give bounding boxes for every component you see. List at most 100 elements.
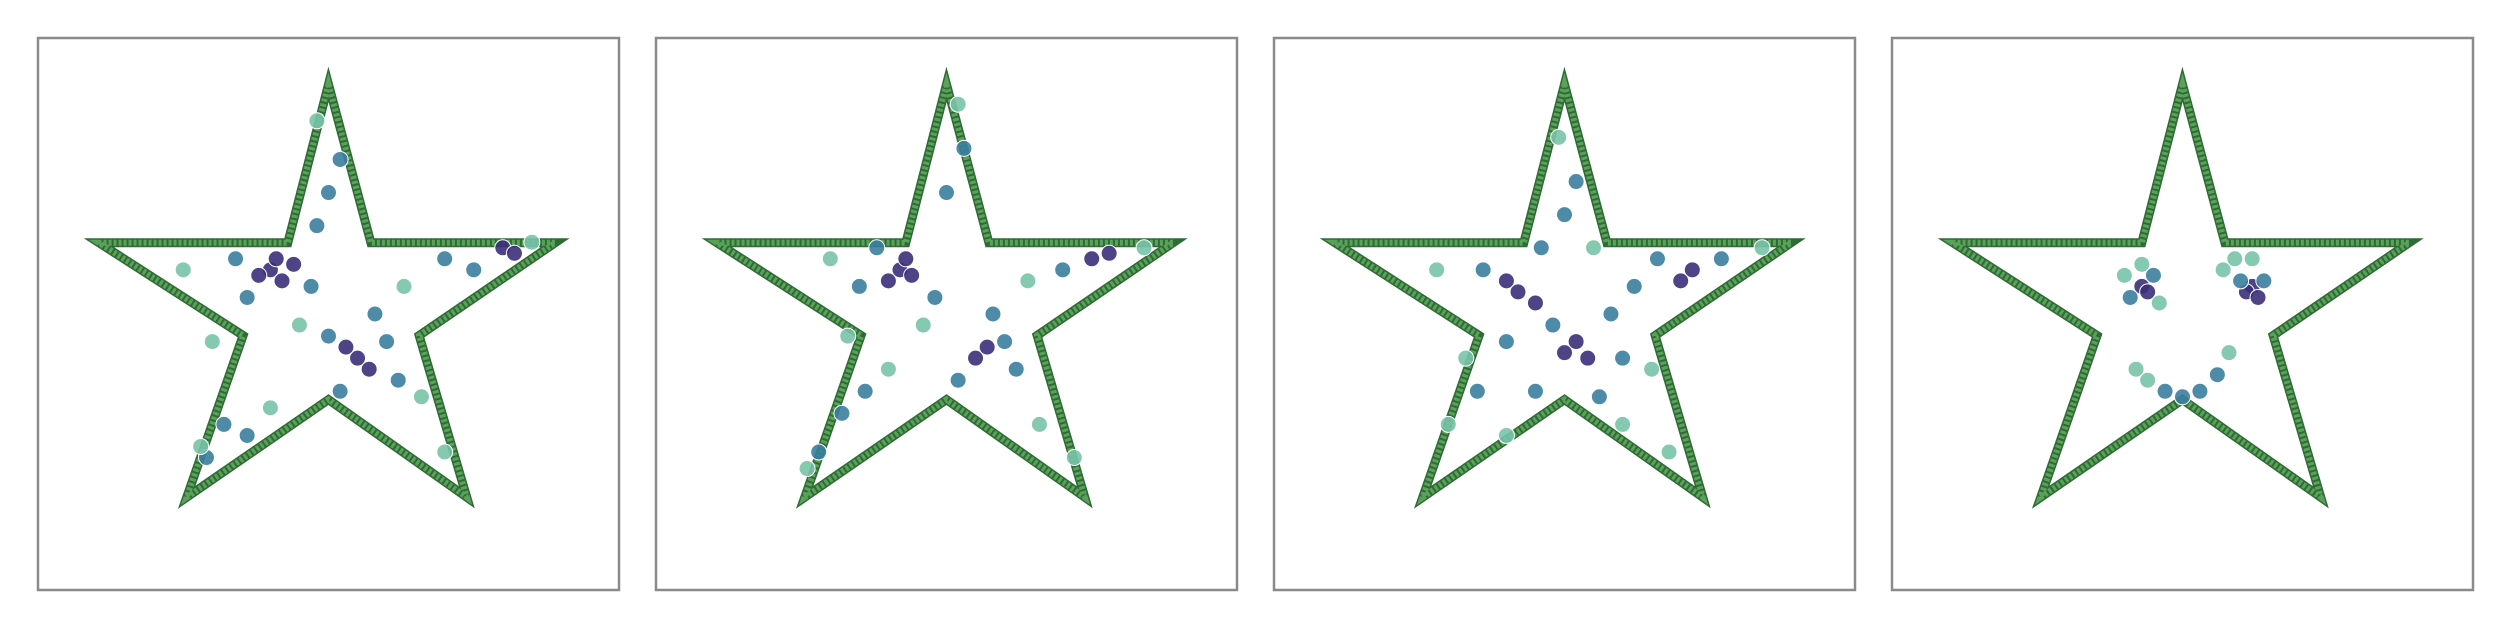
point (914, 316, 932, 334)
point (227, 250, 245, 268)
point (174, 261, 192, 279)
point (949, 95, 967, 113)
point (1135, 239, 1153, 257)
point (2144, 266, 2162, 284)
point (1556, 206, 1573, 224)
point (938, 184, 955, 202)
point (1100, 244, 1118, 262)
point (1614, 415, 1632, 433)
point (978, 338, 996, 356)
star-outline-inner (88, 72, 565, 505)
point (1428, 261, 1446, 279)
point (2249, 288, 2267, 306)
point (2220, 344, 2238, 362)
panel-frame (654, 36, 1239, 592)
point (856, 382, 874, 400)
point (192, 437, 210, 455)
point (1660, 443, 1678, 461)
point (897, 250, 915, 268)
point (2191, 382, 2209, 400)
point (2139, 283, 2157, 301)
point (1579, 349, 1597, 367)
point (1526, 294, 1544, 312)
point (395, 277, 413, 295)
point (1556, 344, 1573, 362)
point (821, 250, 839, 268)
point (1567, 173, 1585, 191)
point (215, 415, 233, 433)
point (331, 382, 349, 400)
point (2127, 360, 2145, 378)
point (2133, 255, 2151, 273)
point (505, 244, 523, 262)
point (903, 266, 921, 284)
point (436, 250, 454, 268)
point (1457, 349, 1475, 367)
panel-frame (1890, 36, 2475, 592)
point (1497, 426, 1515, 444)
point (337, 338, 355, 356)
point (1065, 449, 1083, 467)
point (285, 255, 303, 273)
point (1019, 272, 1037, 290)
point (1753, 239, 1771, 257)
point (331, 150, 349, 168)
star-outline-inner (1324, 72, 1801, 505)
point (1439, 415, 1457, 433)
point (1683, 261, 1701, 279)
point (360, 360, 378, 378)
point (868, 239, 886, 257)
point (1614, 349, 1632, 367)
point (955, 139, 973, 157)
point (810, 443, 828, 461)
point (2139, 371, 2157, 389)
point (1643, 360, 1661, 378)
point (2121, 288, 2139, 306)
point (1590, 388, 1608, 406)
point (833, 404, 851, 422)
point (238, 288, 256, 306)
point (2243, 250, 2261, 268)
point (2226, 250, 2244, 268)
point (273, 272, 291, 290)
point (302, 277, 320, 295)
point (1497, 272, 1515, 290)
point (2156, 382, 2174, 400)
point (436, 443, 454, 461)
point (949, 371, 967, 389)
point (349, 349, 367, 367)
point (320, 327, 337, 345)
point (2174, 388, 2191, 406)
point (996, 333, 1014, 351)
point (2232, 272, 2250, 290)
point (267, 250, 285, 268)
point (320, 184, 337, 202)
panel-frame (1272, 36, 1857, 592)
point (203, 333, 221, 351)
point (2208, 366, 2226, 384)
point (366, 305, 384, 323)
point (2255, 272, 2273, 290)
point (250, 266, 268, 284)
point (879, 360, 897, 378)
point (926, 288, 944, 306)
point (465, 261, 483, 279)
point (879, 272, 897, 290)
point (1648, 250, 1666, 268)
point (308, 217, 326, 235)
point (1672, 272, 1690, 290)
point (1054, 261, 1072, 279)
point (290, 316, 308, 334)
point (1567, 333, 1585, 351)
point (1544, 316, 1562, 334)
point (1602, 305, 1620, 323)
star-outline-inner (706, 72, 1183, 505)
point (2115, 266, 2133, 284)
point (412, 388, 430, 406)
point (2150, 294, 2168, 312)
point (389, 371, 407, 389)
point (1468, 382, 1486, 400)
point (1625, 277, 1643, 295)
point (1712, 250, 1730, 268)
